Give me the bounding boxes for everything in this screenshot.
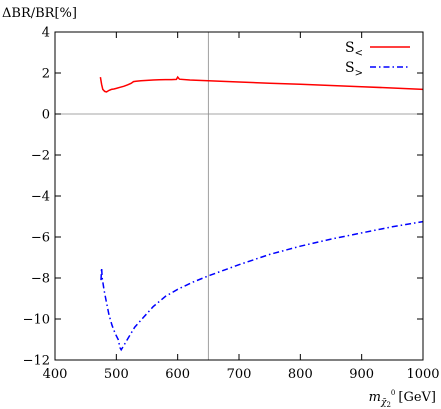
y-tick-label: −12: [23, 354, 50, 369]
x-tick-label: 800: [288, 367, 313, 382]
y-tick-label: 2: [42, 67, 50, 82]
y-tick-label: −2: [31, 149, 50, 164]
tick-layer: 400 500 600 700 800 900 1000 −12 −10 −8 −6 −4 −2 0 2 4: [23, 26, 440, 383]
x-axis-label: mχ̃20 [GeV]: [369, 389, 436, 409]
plot-frame: [54, 31, 424, 361]
x-tick-label: 600: [165, 367, 190, 382]
x-axis-label-sub: χ̃: [380, 397, 387, 408]
x-axis-label-sup: 0: [391, 389, 395, 397]
x-tick-label: 900: [349, 367, 374, 382]
x-axis-label-base: m: [369, 390, 381, 405]
series-s-less-line: [99, 75, 424, 93]
y-tick-label: −10: [23, 313, 50, 328]
x-tick-label: 700: [227, 367, 252, 382]
y-axis-label: ΔBR/BR[%]: [2, 6, 77, 21]
x-tick-label: 1000: [406, 367, 439, 382]
y-tick-label: −4: [31, 190, 50, 205]
y-tick-label: −6: [31, 231, 50, 246]
x-tick-label: 400: [43, 367, 68, 382]
y-tick-label: 4: [42, 26, 50, 41]
reference-lines: [55, 32, 423, 360]
y-tick-label: 0: [42, 108, 50, 123]
legend-label-s-less: S<: [345, 40, 363, 59]
x-axis-label-subsub: 2: [386, 401, 390, 409]
series-layer: [99, 75, 424, 352]
x-axis-label-unit: [GeV]: [398, 390, 436, 405]
legend: S< S>: [345, 40, 410, 79]
y-tick-label: −8: [31, 272, 50, 287]
x-tick-label: 500: [104, 367, 129, 382]
series-s-greater-line: [100, 220, 424, 352]
legend-label-s-greater: S>: [345, 60, 363, 79]
